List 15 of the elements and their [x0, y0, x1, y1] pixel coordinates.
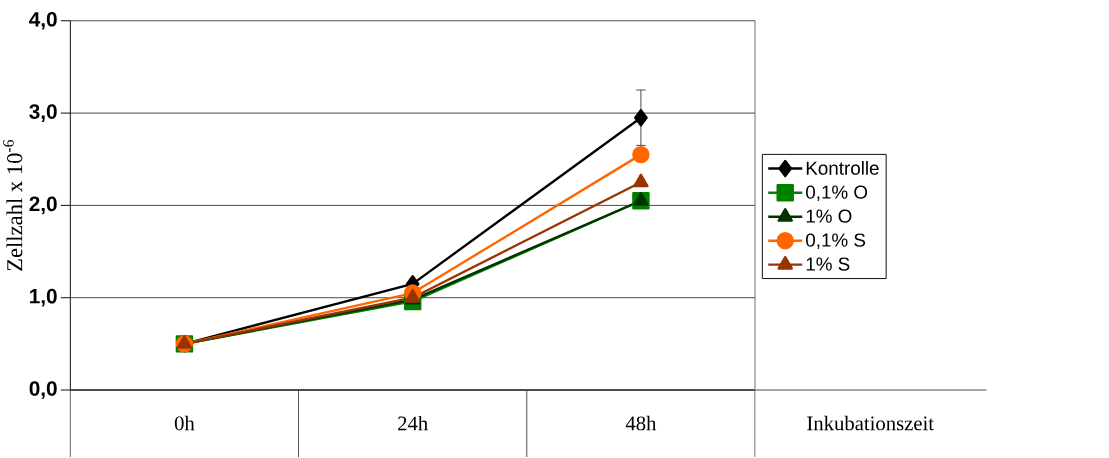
legend-label: Kontrolle: [806, 161, 879, 176]
y-axis-title: Zellzahl x 10$^{-6}$: [3, 140, 23, 271]
x-axis-title: Inkubationszeit: [807, 416, 934, 431]
x-tick-label: 48h: [625, 416, 657, 431]
y-tick-label: 1,0: [30, 289, 57, 307]
x-tick-label: 0h: [174, 416, 195, 431]
legend-label: 1% O: [806, 209, 852, 223]
y-tick-label: 4,0: [29, 12, 57, 30]
x-tick-label: 24h: [398, 416, 428, 431]
y-tick-label: 0,0: [29, 381, 57, 400]
y-tick-label: 2,0: [29, 196, 57, 215]
legend-label: 0,1% O: [806, 185, 868, 202]
legend-label: 1% S: [806, 257, 850, 271]
y-tick-label: 3,0: [29, 104, 57, 123]
legend-label: 0,1% S: [806, 233, 866, 250]
